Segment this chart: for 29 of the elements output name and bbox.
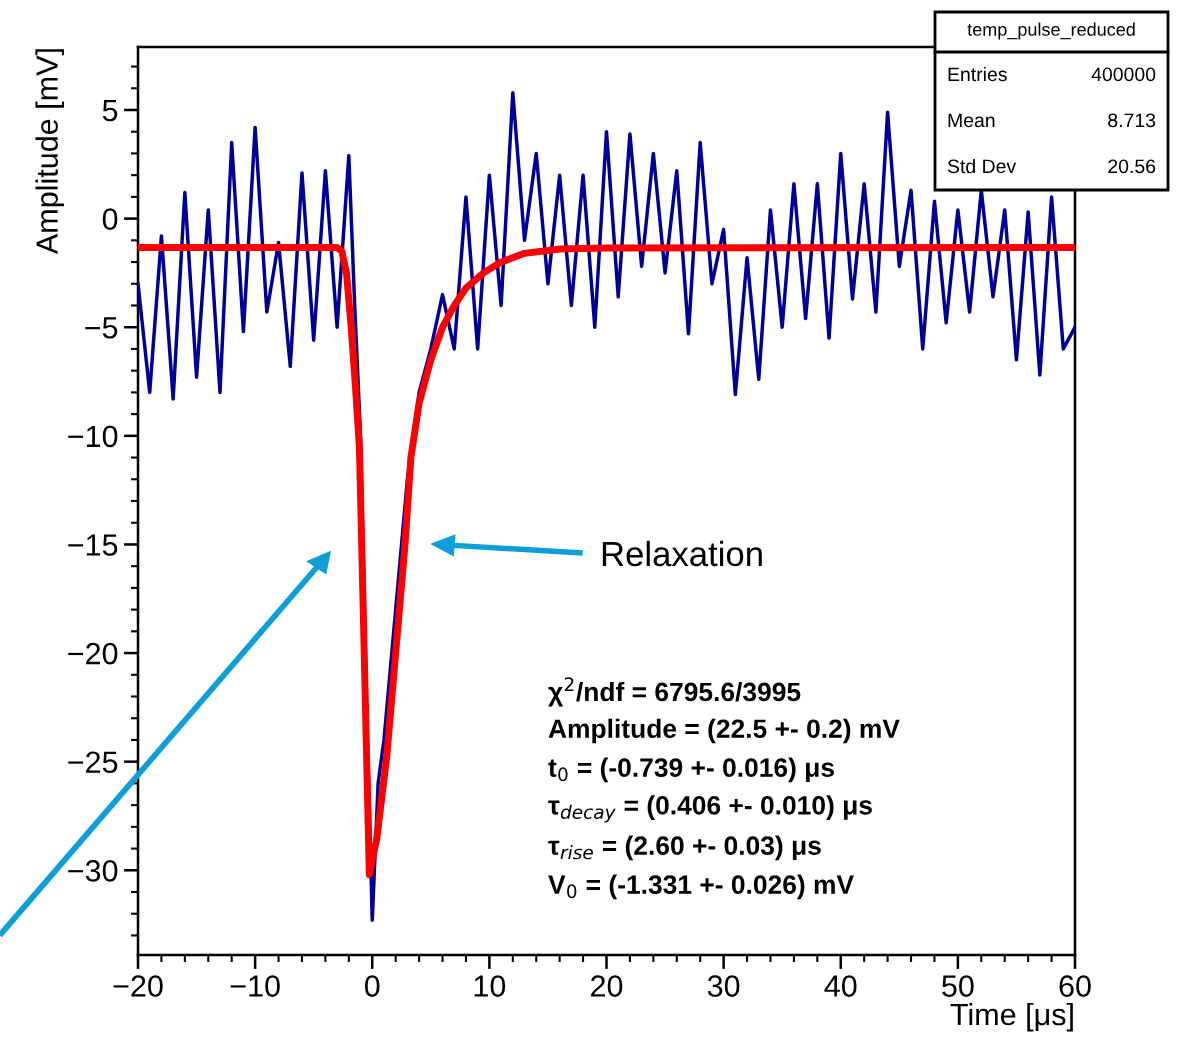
x-axis-title: Time [μs] <box>950 1002 1073 1032</box>
annotation: Relaxation <box>602 540 762 567</box>
y-tick-label: −5 <box>85 317 118 339</box>
y-tick-label: −30 <box>68 860 118 882</box>
annotation: χ$^{2}$/ndf = 6795.6/3995 <box>548 677 801 707</box>
x-tick-label: 60 <box>1059 975 1091 997</box>
y-tick-label: −10 <box>68 425 118 448</box>
text: Entries 400000 <box>948 66 1156 82</box>
y-axis-title: Amplitude [mV] <box>35 49 64 255</box>
x-tick-label: 40 <box>824 975 857 997</box>
x-tick-label: 20 <box>591 975 623 997</box>
annotation: t$_{0}$ = (-0.739 +- 0.016) μs <box>548 757 834 783</box>
annotation: Amplitude = (22.5 +- 0.2) mV <box>548 718 900 744</box>
annotation: τ$_{decay}$ = (0.406 +- 0.010) μs <box>548 795 872 823</box>
text: temp_pulse_reduced <box>967 22 1135 40</box>
text: Mean 8.713 <box>948 113 1156 128</box>
y-tick-label: 0 <box>102 208 118 230</box>
annotation: V$_{0}$ = (-1.331 +- 0.026) mV <box>548 874 854 900</box>
y-tick-label: −15 <box>68 534 118 556</box>
x-tick-label: 30 <box>707 975 740 997</box>
x-tick-label: 0 <box>364 975 380 997</box>
x-tick-label: 50 <box>942 975 974 997</box>
y-tick-label: −20 <box>68 642 118 665</box>
x-tick-label: −10 <box>230 975 280 997</box>
annotation: τ$_{rise}$ = (2.60 +- 0.03) μs <box>548 835 821 861</box>
y-tick-label: 5 <box>102 100 118 122</box>
x-tick-label: 10 <box>474 975 506 997</box>
y-tick-label: −25 <box>68 751 118 774</box>
text: Std Dev 20.56 <box>947 158 1156 174</box>
